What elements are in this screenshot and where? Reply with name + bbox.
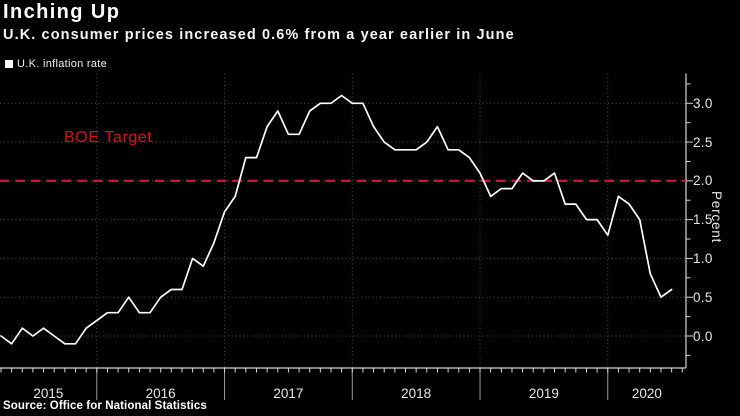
y-axis-title: Percent: [709, 191, 724, 244]
y-axis-tick-label: 0.0: [693, 328, 713, 344]
x-axis-tick-label: 2019: [528, 386, 559, 401]
source-note: Source: Office for National Statistics: [3, 400, 207, 412]
y-axis-tick-label: 0.5: [693, 289, 713, 305]
x-axis-tick-label: 2018: [401, 386, 432, 401]
x-axis-tick-label: 2020: [631, 386, 662, 401]
legend-label: U.K. inflation rate: [17, 58, 108, 70]
legend-swatch-icon: [5, 60, 13, 68]
y-axis-tick-label: 3.0: [693, 95, 713, 111]
y-axis-tick-label: 2.5: [693, 134, 713, 150]
chart-subtitle: U.K. consumer prices increased 0.6% from…: [3, 27, 515, 43]
inflation-series-line: [0, 94, 673, 345]
y-axis-tick-label: 1.5: [693, 212, 713, 228]
y-axis-tick-label: 1.0: [693, 250, 713, 266]
page-title: Inching Up: [3, 1, 121, 23]
legend: U.K. inflation rate: [5, 58, 107, 70]
x-axis-tick-label: 2016: [145, 386, 176, 401]
target-line-annotation: BOE Target: [64, 129, 153, 146]
y-axis-tick-label: 2.0: [693, 173, 713, 189]
x-axis-tick-label: 2015: [33, 386, 64, 401]
x-axis-tick-label: 2017: [273, 386, 304, 401]
